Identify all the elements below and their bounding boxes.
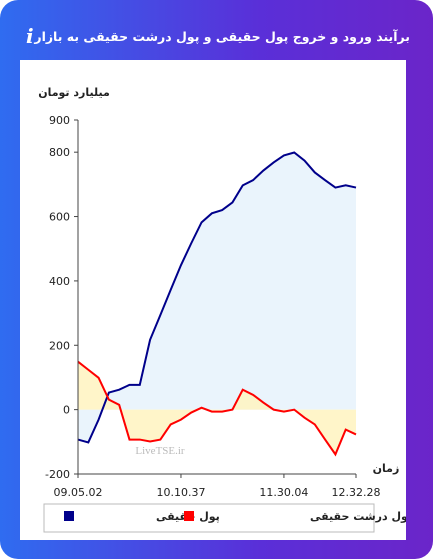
x-tick-label: 10.10.37 — [156, 486, 205, 499]
y-tick-label: 800 — [49, 146, 70, 159]
y-tick-label: 400 — [49, 275, 70, 288]
legend-swatch — [64, 511, 74, 521]
x-tick-label: 12.32.28 — [332, 486, 381, 499]
x-tick-label: 09.05.02 — [54, 486, 103, 499]
watermark: LiveTSE.ir — [135, 445, 185, 457]
x-tick-label: 11.30.04 — [259, 486, 308, 499]
panel: میلیارد تومان زمان LiveTSE.ir -200 0 200 400 60… — [20, 60, 412, 540]
area — [78, 361, 356, 455]
legend-label: پول درشت حقیقی — [310, 510, 406, 523]
chart-title: برآیند ورود و خروج پول حقیقی و پول درشت … — [34, 28, 410, 44]
x-axis-label: زمان — [373, 462, 400, 475]
y-tick-label: -200 — [45, 468, 70, 481]
info-icon[interactable]: i — [26, 24, 34, 48]
chart: میلیارد تومان زمان LiveTSE.ir -200 0 200 400 60… — [38, 86, 412, 533]
series-line — [77, 360, 357, 457]
y-tick-label: 900 — [49, 114, 70, 127]
y-tick-label: 200 — [49, 339, 70, 352]
series-line — [77, 151, 357, 444]
area — [78, 152, 356, 443]
y-tick-label: 600 — [49, 211, 70, 224]
y-axis-label: میلیارد تومان — [38, 86, 110, 99]
legend-swatch — [184, 511, 194, 521]
header: i برآیند ورود و خروج پول حقیقی و پول درش… — [20, 14, 410, 58]
legend-box — [43, 503, 375, 533]
y-tick-label: 0 — [63, 404, 70, 417]
